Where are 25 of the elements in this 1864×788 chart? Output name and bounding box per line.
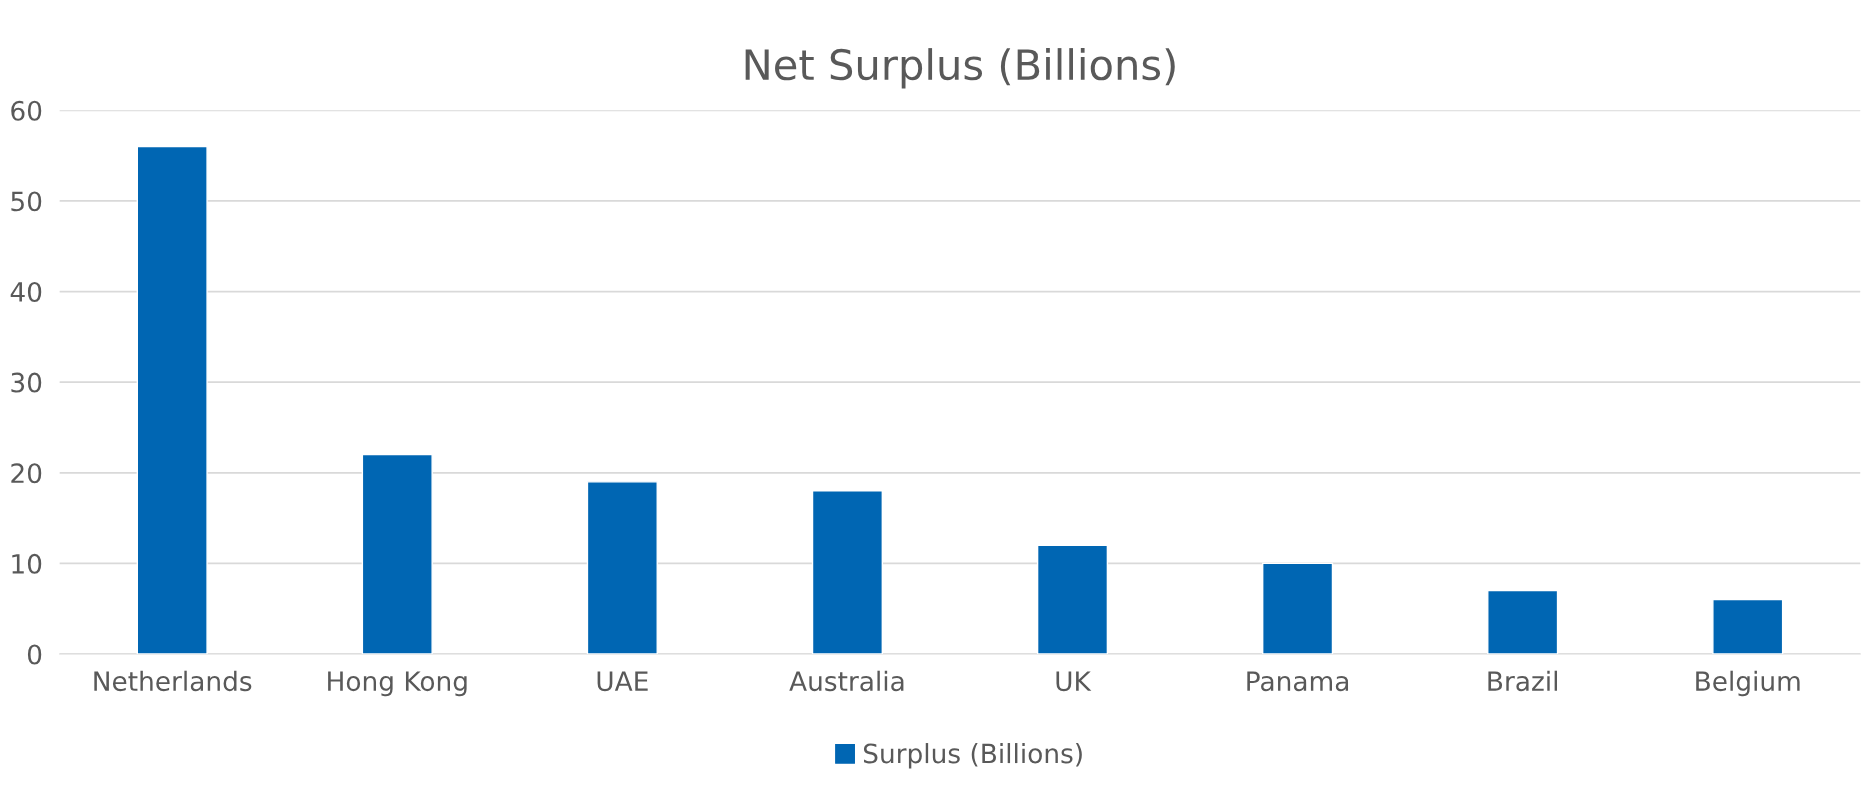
- y-tick-label: 30: [11, 372, 42, 393]
- bar: [361, 453, 433, 655]
- bar: [586, 481, 658, 655]
- x-tick-label: UAE: [597, 671, 648, 692]
- x-tick-label: Netherlands: [94, 670, 252, 692]
- x-tick-label: Belgium: [1696, 670, 1800, 697]
- bar: [1712, 598, 1784, 655]
- y-tick-label: 60: [11, 100, 42, 121]
- legend-label: Surplus (Billions): [863, 743, 1082, 769]
- bar: [1036, 544, 1109, 655]
- x-tick-label: UK: [1056, 671, 1092, 692]
- bar: [1487, 589, 1559, 655]
- bar: [136, 145, 208, 655]
- y-tick-label: 50: [11, 191, 42, 212]
- bar: [811, 490, 884, 655]
- y-tick-label: 10: [12, 553, 42, 574]
- y-tick-label: 0: [27, 644, 42, 665]
- x-tick-label: Hong Kong: [328, 671, 467, 697]
- bar: [1261, 562, 1334, 655]
- x-tick-label: Australia: [789, 670, 904, 692]
- y-tick-label: 20: [11, 463, 42, 484]
- x-tick-label: Brazil: [1488, 670, 1557, 692]
- x-tick-label: Panama: [1247, 671, 1349, 692]
- y-tick-label: 40: [10, 282, 42, 302]
- chart-title: Net Surplus (Billions): [745, 48, 1175, 89]
